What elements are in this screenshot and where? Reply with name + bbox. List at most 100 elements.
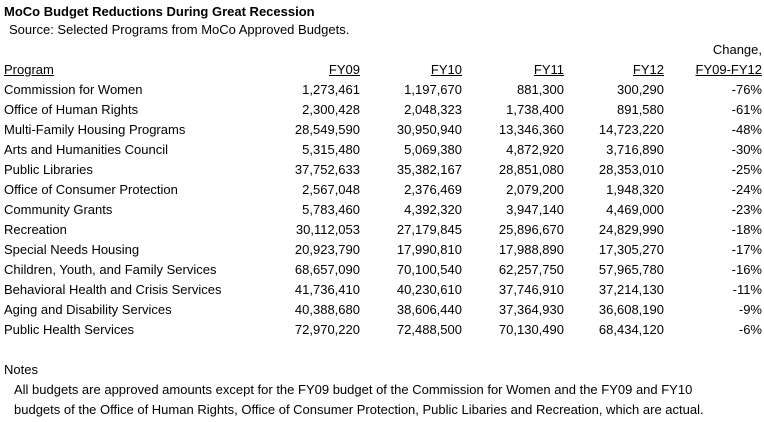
table-row: Community Grants 5,783,460 4,392,320 3,9… [0,200,764,220]
notes-label: Notes [4,362,38,377]
change-header: FY09-FY12 [695,62,762,77]
change-cell: -25% [731,162,762,177]
fy11-cell: 17,988,890 [498,242,564,257]
change-cell: -61% [731,102,762,117]
fy11-header: FY11 [533,62,564,77]
fy11-cell: 70,130,490 [498,322,564,337]
fy11-cell: 4,872,920 [506,142,564,157]
fy10-cell: 72,488,500 [396,322,462,337]
table-row: Behavioral Health and Crisis Services 41… [0,280,764,300]
change-cell: -18% [731,222,762,237]
change-cell: -76% [731,82,762,97]
budget-table: Change, Program FY09 FY10 FY11 FY12 FY09… [0,40,764,340]
program-cell: Aging and Disability Services [4,302,172,317]
program-cell: Community Grants [4,202,113,217]
fy10-cell: 27,179,845 [396,222,462,237]
fy09-cell: 28,549,590 [294,122,360,137]
table-row: Multi-Family Housing Programs 28,549,590… [0,120,764,140]
fy11-cell: 3,947,140 [506,202,564,217]
fy10-cell: 4,392,320 [404,202,462,217]
fy12-cell: 3,716,890 [606,142,664,157]
blank-cell [362,40,464,60]
header-row-top: Change, [0,40,764,60]
program-cell: Public Health Services [4,322,135,337]
change-cell: -24% [731,182,762,197]
note-line-2: budgets of the Office of Human Rights, O… [14,402,704,417]
fy10-cell: 70,100,540 [396,262,462,277]
fy09-cell: 37,752,633 [294,162,360,177]
program-cell: Public Libraries [4,162,93,177]
fy11-cell: 881,300 [517,82,564,97]
fy10-cell: 5,069,380 [404,142,462,157]
fy12-cell: 14,723,220 [598,122,664,137]
fy09-cell: 5,783,460 [302,202,360,217]
fy09-cell: 20,923,790 [294,242,360,257]
fy11-cell: 13,346,360 [498,122,564,137]
fy12-cell: 17,305,270 [598,242,664,257]
fy12-cell: 24,829,990 [598,222,664,237]
fy10-cell: 35,382,167 [396,162,462,177]
fy12-header: FY12 [632,62,664,77]
program-cell: Office of Human Rights [4,102,139,117]
change-cell: -17% [731,242,762,257]
change-cell: -11% [732,282,762,297]
table-row: Commission for Women 1,273,461 1,197,670… [0,80,764,100]
change-cell: -23% [731,202,762,217]
fy11-cell: 25,896,670 [498,222,564,237]
fy09-cell: 1,273,461 [302,82,360,97]
table-header: Change, Program FY09 FY10 FY11 FY12 FY09… [0,40,764,80]
program-cell: Multi-Family Housing Programs [4,122,186,137]
program-cell: Behavioral Health and Crisis Services [4,282,222,297]
fy10-cell: 17,990,810 [396,242,462,257]
program-cell: Arts and Humanities Council [4,142,169,157]
fy12-cell: 1,948,320 [606,182,664,197]
fy10-header: FY10 [430,62,462,77]
table-row: Office of Human Rights 2,300,428 2,048,3… [0,100,764,120]
table-row: Special Needs Housing 20,923,790 17,990,… [0,240,764,260]
table-row: Public Libraries 37,752,633 35,382,167 2… [0,160,764,180]
blank-cell [566,40,666,60]
program-cell: Recreation [4,222,67,237]
fy09-cell: 30,112,053 [295,222,360,237]
program-cell: Office of Consumer Protection [4,182,178,197]
sheet-title: MoCo Budget Reductions During Great Rece… [4,4,315,19]
fy09-cell: 40,388,680 [294,302,360,317]
change-cell: -48% [731,122,762,137]
fy12-cell: 891,580 [617,102,664,117]
fy12-cell: 57,965,780 [598,262,664,277]
fy10-cell: 30,950,940 [396,122,462,137]
program-header: Program [4,62,54,77]
fy09-cell: 72,970,220 [294,322,360,337]
table-row: Aging and Disability Services 40,388,680… [0,300,764,320]
fy11-cell: 1,738,400 [506,102,564,117]
fy11-cell: 2,079,200 [506,182,564,197]
fy11-cell: 62,257,750 [498,262,564,277]
source-note: Source: Selected Programs from MoCo Appr… [9,22,350,37]
fy09-header: FY09 [328,62,360,77]
table-row: Children, Youth, and Family Services 68,… [0,260,764,280]
table-row: Public Health Services 72,970,220 72,488… [0,320,764,340]
change-cell: -6% [738,322,762,337]
program-cell: Commission for Women [4,82,143,97]
blank-cell [0,40,260,60]
fy11-cell: 28,851,080 [498,162,564,177]
fy10-cell: 2,048,323 [404,102,462,117]
program-cell: Special Needs Housing [4,242,140,257]
change-cell: -9% [738,302,762,317]
fy09-cell: 2,567,048 [302,182,360,197]
fy09-cell: 5,315,480 [302,142,360,157]
change-header-top: Change, [712,42,762,57]
fy12-cell: 68,434,120 [598,322,664,337]
fy10-cell: 1,197,670 [404,82,462,97]
blank-cell [260,40,362,60]
fy11-cell: 37,364,930 [498,302,564,317]
table-row: Recreation 30,112,053 27,179,845 25,896,… [0,220,764,240]
table-body: Commission for Women 1,273,461 1,197,670… [0,80,764,340]
program-cell: Children, Youth, and Family Services [4,262,217,277]
fy09-cell: 2,300,428 [302,102,360,117]
fy12-cell: 28,353,010 [598,162,664,177]
fy12-cell: 4,469,000 [606,202,664,217]
fy09-cell: 68,657,090 [294,262,360,277]
fy12-cell: 37,214,130 [598,282,664,297]
